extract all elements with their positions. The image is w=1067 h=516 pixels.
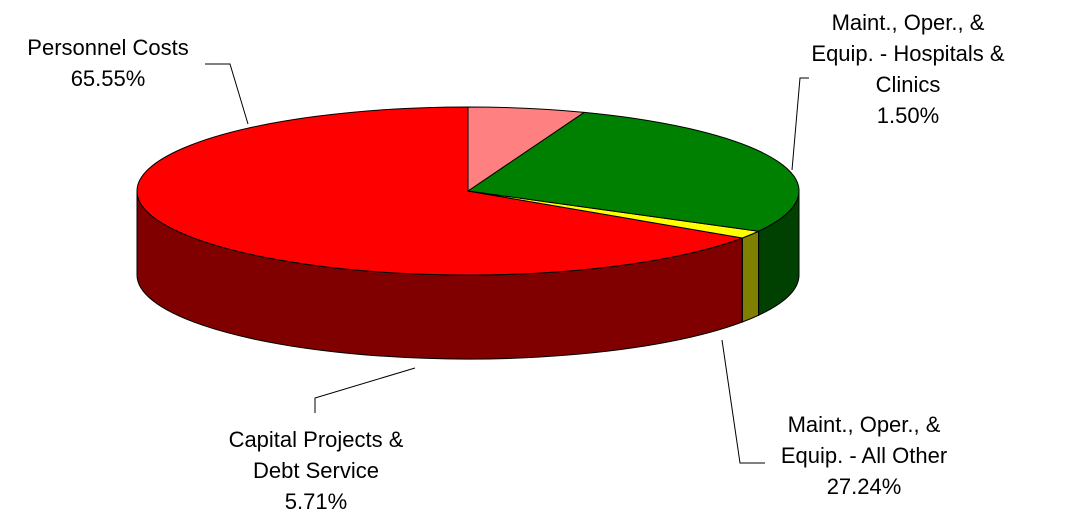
- leader-line-moe_hospitals: [791, 77, 809, 171]
- slice-label-moe_hospitals: Maint., Oper., &: [832, 10, 985, 35]
- slice-label-moe_other: Equip. - All Other: [781, 443, 947, 468]
- slice-label-capital: Capital Projects &: [229, 427, 404, 452]
- slice-percent-moe_hospitals: 1.50%: [877, 103, 939, 128]
- slice-percent-personnel: 65.55%: [71, 66, 146, 91]
- pie-side-moe_hospitals: [741, 230, 760, 323]
- slice-percent-capital: 5.71%: [285, 489, 347, 514]
- leader-lines: [205, 63, 809, 464]
- slice-label-capital: Debt Service: [253, 458, 379, 483]
- pie-slice-capital: [467, 106, 585, 192]
- pie-slice-personnel: [136, 106, 743, 276]
- slice-label-moe_hospitals: Equip. - Hospitals &: [811, 41, 1005, 66]
- slice-label-personnel: Personnel Costs: [27, 35, 188, 60]
- slice-label-moe_hospitals: Clinics: [876, 72, 941, 97]
- pie-slice-moe_other: [467, 111, 800, 232]
- leader-line-capital: [314, 367, 416, 413]
- leader-line-personnel: [205, 63, 249, 125]
- slice-labels: Personnel Costs 65.55% Maint., Oper., & Equ…: [27, 10, 1005, 514]
- slice-percent-moe_other: 27.24%: [827, 474, 902, 499]
- leader-line-moe_other: [721, 339, 765, 464]
- pie-tops: [136, 106, 800, 276]
- slice-label-moe_other: Maint., Oper., &: [788, 412, 941, 437]
